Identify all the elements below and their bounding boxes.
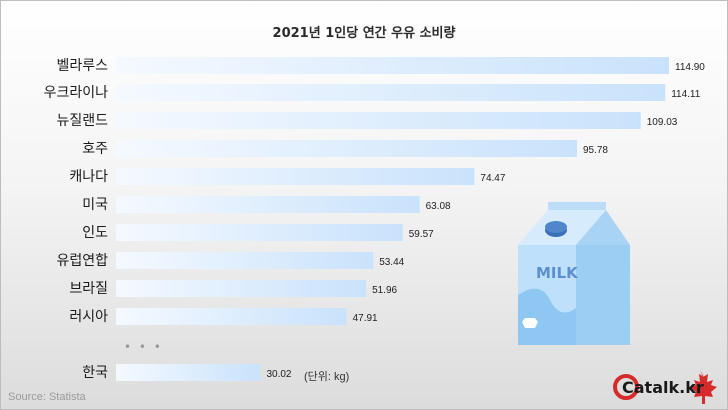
value-label: 63.08 <box>426 201 451 212</box>
value-label: 114.11 <box>671 89 701 100</box>
catalk-logo: Catalk.kr <box>613 370 717 404</box>
bar <box>116 196 420 213</box>
bar <box>116 112 641 129</box>
milk-carton-label: MILK <box>536 264 579 282</box>
bar <box>116 364 261 381</box>
category-label: 뉴질랜드 <box>56 113 108 129</box>
value-label: 95.78 <box>583 145 608 156</box>
source-note: Source: Statista <box>8 391 86 403</box>
unit-note: (단위: kg) <box>304 371 350 383</box>
bar <box>116 168 475 185</box>
bar <box>116 252 374 269</box>
category-label: 우크라이나 <box>44 85 109 101</box>
omitted-rows-marker: • • • <box>124 340 163 354</box>
bar <box>116 57 669 74</box>
category-label: 인도 <box>82 225 108 241</box>
category-label: 캐나다 <box>69 169 108 185</box>
value-label: 59.57 <box>409 229 434 240</box>
value-label: 74.47 <box>480 173 505 184</box>
bar <box>116 140 577 157</box>
category-label: 벨라루스 <box>56 58 108 74</box>
value-label: 53.44 <box>379 257 404 268</box>
value-label: 30.02 <box>266 369 291 380</box>
category-label: 한국 <box>82 365 108 381</box>
category-label: 러시아 <box>69 309 108 325</box>
category-label: 유럽연합 <box>56 253 108 269</box>
milk-carton-icon: MILK <box>518 202 630 345</box>
chart-title: 2021년 1인당 연간 우유 소비량 <box>272 26 456 41</box>
logo-text: Catalk.kr <box>622 378 704 397</box>
value-label: 109.03 <box>647 117 678 128</box>
bar <box>116 84 666 101</box>
bar <box>116 308 347 325</box>
value-label: 114.90 <box>675 62 705 73</box>
category-label: 브라질 <box>69 281 108 297</box>
bar <box>116 224 403 241</box>
category-label: 호주 <box>82 141 108 157</box>
value-label: 47.91 <box>353 313 378 324</box>
category-label: 미국 <box>82 197 108 213</box>
bar <box>116 280 367 297</box>
value-label: 51.96 <box>372 285 397 296</box>
